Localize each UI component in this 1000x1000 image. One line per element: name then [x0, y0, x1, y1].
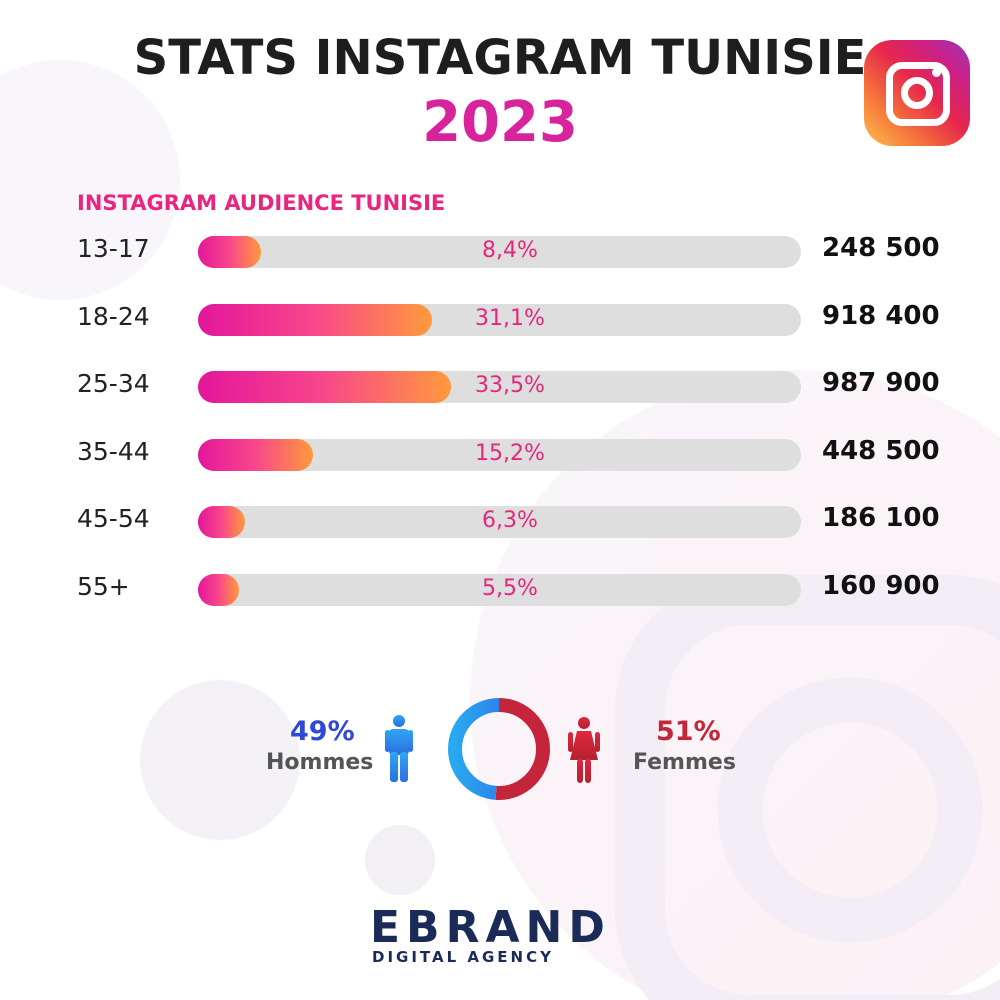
bar-value-label: 6,3% [482, 508, 538, 534]
category-label: 13-17 [77, 234, 150, 263]
bar-track [198, 506, 801, 539]
women-percent: 51% [656, 716, 721, 747]
category-label: 25-34 [77, 369, 150, 399]
bar-row: 25-34 33,5% 987 900 [0, 367, 1000, 407]
bar [198, 303, 433, 336]
page-title: STATS INSTAGRAM TUNISIE [133, 30, 867, 86]
bar-row: 35-44 15,2% 448 500 [0, 435, 1000, 475]
audience-count: 186 100 [822, 503, 940, 534]
bar [198, 574, 240, 606]
gender-donut-chart [448, 698, 550, 800]
brand-logo: EBRAND [370, 902, 611, 953]
bar-row: 13-17 8,4% 248 500 [0, 232, 1000, 272]
bar-value-label: 31,1% [475, 305, 545, 331]
brand-tagline: DIGITAL AGENCY [372, 948, 554, 966]
audience-count: 918 400 [822, 300, 940, 331]
bar-row: 45-54 6,3% 186 100 [0, 502, 1000, 542]
woman-icon [568, 717, 600, 783]
bar [198, 371, 451, 404]
audience-count: 987 900 [822, 368, 940, 399]
women-label: Femmes [633, 750, 736, 775]
bar [198, 438, 313, 471]
bar-track [198, 236, 801, 268]
men-label: Hommes [266, 750, 374, 775]
bar-value-label: 8,4% [482, 238, 538, 263]
bar [198, 236, 262, 268]
audience-count: 248 500 [822, 233, 940, 263]
bar-track [198, 574, 801, 606]
bar [198, 506, 246, 539]
man-icon [385, 715, 413, 782]
category-label: 18-24 [77, 301, 150, 331]
bar-value-label: 33,5% [475, 373, 545, 399]
page-year: 2023 [422, 90, 578, 155]
instagram-icon [864, 40, 970, 146]
bar-row: 55+ 5,5% 160 900 [0, 570, 1000, 610]
category-label: 55+ [77, 572, 130, 601]
audience-count: 448 500 [822, 435, 940, 466]
bar-value-label: 5,5% [482, 576, 538, 601]
bar-row: 18-24 31,1% 918 400 [0, 300, 1000, 340]
men-percent: 49% [290, 716, 355, 747]
category-label: 45-54 [77, 504, 150, 534]
audience-count: 160 900 [822, 571, 940, 601]
bar-value-label: 15,2% [475, 440, 545, 466]
pie-slice-men [448, 698, 550, 800]
chart-title: INSTAGRAM AUDIENCE TUNISIE [77, 191, 446, 215]
category-label: 35-44 [77, 436, 150, 466]
